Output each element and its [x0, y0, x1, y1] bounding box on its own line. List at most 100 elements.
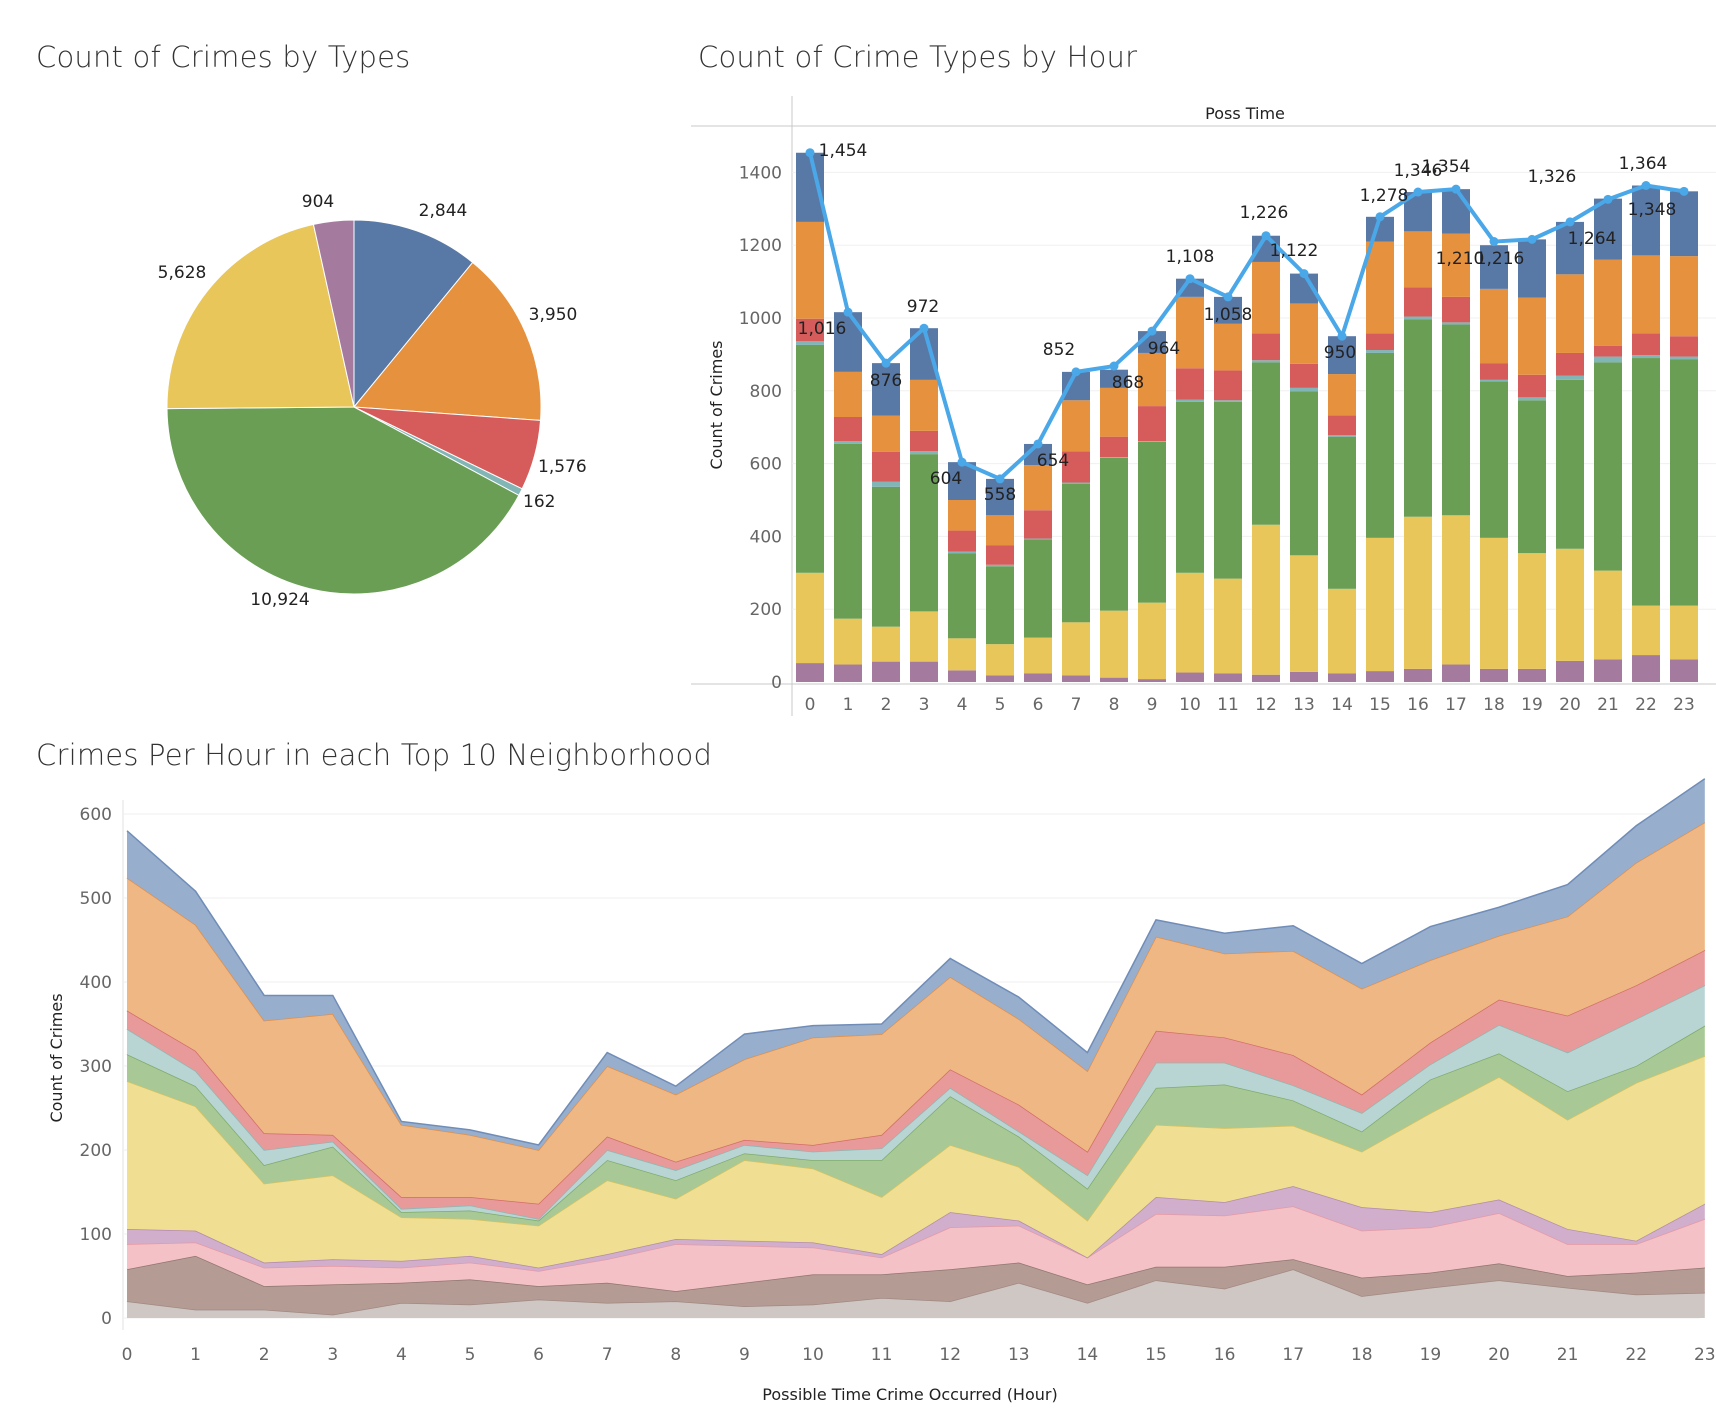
- bar-segment: [796, 341, 824, 345]
- total-point: [1451, 184, 1461, 194]
- total-point: [1527, 234, 1537, 244]
- bar-segment: [1594, 198, 1622, 260]
- bar-segment: [1404, 516, 1432, 669]
- total-label: 868: [1112, 373, 1144, 393]
- bar-segment: [1556, 352, 1584, 376]
- bar-segment: [1176, 401, 1204, 573]
- pie-chart: 2,844 3,950 1,576 162 10,924 5,628 904: [158, 192, 587, 610]
- total-point: [1375, 212, 1385, 222]
- bar-segment: [1442, 664, 1470, 682]
- total-label: 1,354: [1422, 157, 1471, 177]
- total-label: 1,108: [1166, 247, 1215, 267]
- bar-segment: [872, 486, 900, 627]
- bar-segment: [1670, 256, 1698, 337]
- bar-segment: [1252, 674, 1280, 682]
- bar-segment: [1670, 191, 1698, 257]
- y-tick-label: 400: [750, 527, 782, 547]
- x-tick-label: 12: [939, 1345, 961, 1365]
- bar-segment: [1062, 622, 1090, 676]
- x-tick-label: 18: [1351, 1345, 1373, 1365]
- bar-segment: [1632, 605, 1660, 656]
- bar-segment: [1252, 333, 1280, 361]
- total-label: 1,348: [1628, 200, 1677, 220]
- bar-segment: [1556, 274, 1584, 353]
- area-series: [127, 1255, 1705, 1315]
- x-tick-label: 18: [1483, 695, 1505, 715]
- y-tick-label: 300: [80, 1057, 112, 1077]
- bar-segment: [1404, 319, 1432, 517]
- pie-slice-label: 3,950: [529, 305, 578, 325]
- total-label: 964: [1148, 339, 1180, 359]
- bar-segment: [910, 451, 938, 455]
- bar-segment: [1252, 362, 1280, 525]
- bar-segment: [910, 454, 938, 612]
- y-tick-label: 400: [80, 973, 112, 993]
- total-point: [1033, 439, 1043, 449]
- x-tick-label: 15: [1369, 695, 1391, 715]
- pie-slice: [353, 261, 542, 421]
- x-tick-label: 3: [919, 695, 930, 715]
- y-tick-label: 600: [80, 805, 112, 825]
- pie-slice-label: 904: [302, 192, 334, 212]
- total-point: [843, 307, 853, 317]
- x-tick-label: 21: [1557, 1345, 1579, 1365]
- bar-segment: [834, 443, 862, 619]
- pie-slice: [353, 219, 474, 409]
- bar-segment: [1290, 671, 1318, 682]
- bar-segment: [1632, 355, 1660, 359]
- x-tick-label: 22: [1625, 1345, 1647, 1365]
- bar-segment: [1024, 637, 1052, 674]
- bar-segment: [1480, 668, 1508, 682]
- total-point: [1071, 367, 1081, 377]
- x-tick-label: 11: [1217, 695, 1239, 715]
- bar-segment: [1632, 185, 1660, 256]
- bar-segment: [834, 441, 862, 444]
- bar-segment: [1328, 435, 1356, 437]
- total-label: 1,264: [1568, 229, 1617, 249]
- pie-slice-label: 162: [523, 492, 555, 512]
- bar-segment: [1062, 675, 1090, 682]
- bar-segment: [910, 661, 938, 682]
- bar-segment: [1214, 370, 1242, 401]
- x-tick-label: 16: [1214, 1345, 1236, 1365]
- area-series: [127, 950, 1705, 1219]
- total-line: [808, 152, 1685, 481]
- bar-segment: [1024, 510, 1052, 539]
- bar-segment: [1138, 352, 1166, 407]
- total-point: [1299, 269, 1309, 279]
- bar-segment: [1328, 673, 1356, 682]
- total-label: 1,278: [1360, 186, 1409, 206]
- bar-segment: [1670, 356, 1698, 360]
- bar-segment: [1176, 672, 1204, 682]
- x-tick-label: 4: [396, 1345, 407, 1365]
- area-chart-title: Crimes Per Hour in each Top 10 Neighborh…: [36, 738, 713, 772]
- x-tick-label: 7: [602, 1345, 613, 1365]
- bar-segment: [1290, 303, 1318, 364]
- bar-segment: [1366, 241, 1394, 334]
- bar-segment: [1404, 668, 1432, 682]
- bar-segment: [910, 430, 938, 452]
- x-tick-label: 1: [843, 695, 854, 715]
- bar-segment: [1100, 436, 1128, 458]
- pie-slice-label: 10,924: [250, 590, 309, 610]
- x-tick-label: 3: [327, 1345, 338, 1365]
- bar-segment: [948, 551, 976, 554]
- bar-segment: [1404, 231, 1432, 288]
- y-tick-label: 1200: [739, 236, 782, 256]
- bar-segment: [1632, 333, 1660, 356]
- bar-segment: [1214, 401, 1242, 579]
- bar-segment: [986, 545, 1014, 565]
- bar-segment: [1328, 415, 1356, 436]
- pie-slice: [312, 219, 355, 408]
- y-tick-label: 200: [750, 600, 782, 620]
- y-tick-label: 500: [80, 889, 112, 909]
- x-tick-label: 7: [1071, 695, 1082, 715]
- x-tick-label: 2: [881, 695, 892, 715]
- total-label: 1,210: [1436, 249, 1485, 269]
- bar-segment: [1366, 537, 1394, 672]
- total-point: [881, 358, 891, 368]
- bar-segment: [1518, 397, 1546, 401]
- bar-segment: [1594, 659, 1622, 682]
- bar-segment: [872, 451, 900, 482]
